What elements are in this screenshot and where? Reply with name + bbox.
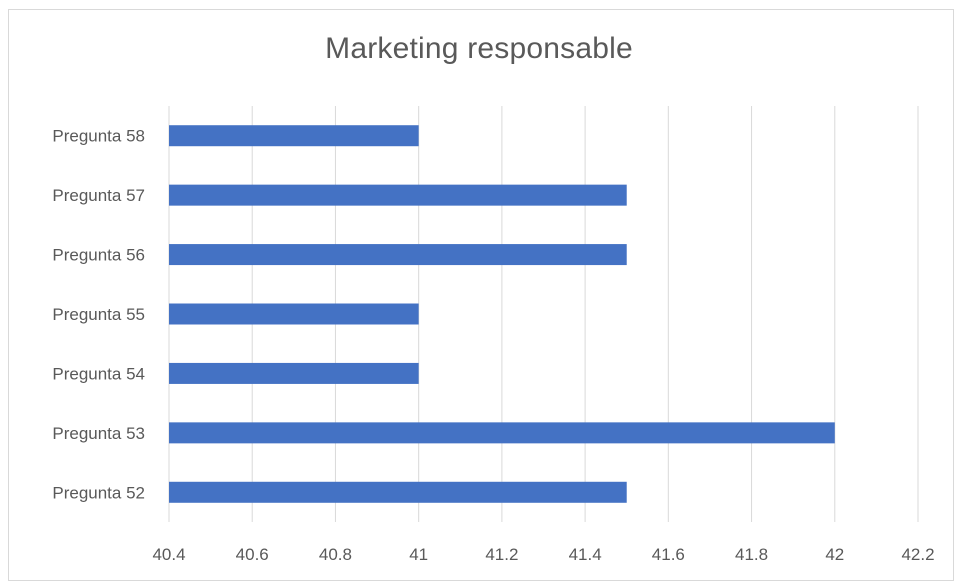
x-tick-label: 40.4 <box>152 545 185 564</box>
y-category-label: Pregunta 57 <box>52 186 145 205</box>
bar <box>169 422 835 444</box>
x-tick-label: 42.2 <box>901 545 934 564</box>
y-category-label: Pregunta 56 <box>52 246 145 265</box>
bar <box>169 125 419 147</box>
y-category-label: Pregunta 54 <box>52 364 145 383</box>
bar <box>169 481 627 503</box>
bar <box>169 244 627 266</box>
y-category-label: Pregunta 58 <box>52 127 145 146</box>
chart-title: Marketing responsable <box>325 32 633 65</box>
y-category-label: Pregunta 52 <box>52 483 145 502</box>
x-tick-label: 41.2 <box>485 545 518 564</box>
x-tick-label: 40.6 <box>236 545 269 564</box>
y-category-label: Pregunta 53 <box>52 424 145 443</box>
x-tick-label: 41 <box>409 545 428 564</box>
bar <box>169 184 627 206</box>
x-tick-label: 40.8 <box>319 545 352 564</box>
y-category-label: Pregunta 55 <box>52 305 145 324</box>
x-tick-label: 42 <box>825 545 844 564</box>
bar <box>169 362 419 384</box>
x-tick-label: 41.6 <box>652 545 685 564</box>
x-tick-label: 41.8 <box>735 545 768 564</box>
x-tick-label: 41.4 <box>569 545 602 564</box>
bar <box>169 303 419 325</box>
